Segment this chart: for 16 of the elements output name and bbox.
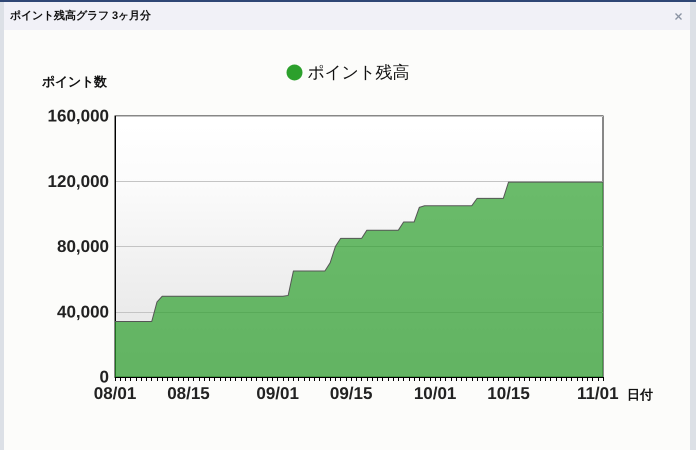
y-tick-label: 160,000	[48, 106, 109, 126]
y-tick-label: 120,000	[48, 172, 109, 191]
y-tick-label: 80,000	[57, 237, 109, 256]
x-tick-label: 08/15	[167, 384, 210, 403]
y-axis-title: ポイント数	[41, 74, 108, 89]
x-tick-label: 09/01	[256, 384, 299, 403]
x-axis-title: 日付	[627, 387, 653, 402]
y-tick-label: 0	[100, 368, 109, 386]
x-tick-label: 08/01	[94, 384, 136, 403]
legend-label: ポイント残高	[308, 63, 410, 82]
x-tick-label: 10/15	[487, 384, 530, 403]
x-tick-label: 09/15	[330, 384, 372, 403]
x-tick-label: 10/01	[414, 384, 456, 403]
x-tick-label: 11/01	[576, 384, 619, 403]
chart-title: ポイント残高グラフ 3ヶ月分	[10, 9, 152, 23]
y-tick-label: 40,000	[57, 302, 109, 322]
